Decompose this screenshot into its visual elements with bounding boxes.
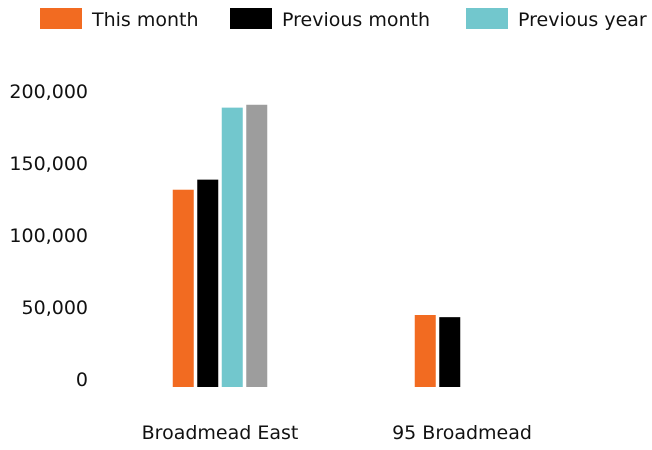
y-tick-label: 150,000 bbox=[9, 153, 88, 175]
legend-swatch bbox=[466, 8, 508, 29]
legend-label: Previous month bbox=[282, 9, 430, 31]
bar bbox=[246, 104, 268, 387]
legend-label: Previous year bbox=[518, 9, 647, 31]
y-tick-label: 50,000 bbox=[22, 297, 88, 319]
bar bbox=[439, 317, 461, 387]
legend-label: This month bbox=[91, 9, 199, 31]
y-tick-label: 100,000 bbox=[9, 225, 88, 247]
bar bbox=[172, 189, 194, 387]
bar bbox=[414, 315, 436, 387]
bar bbox=[197, 179, 219, 387]
y-tick-label: 200,000 bbox=[9, 81, 88, 103]
y-tick-label: 0 bbox=[76, 369, 88, 391]
bar bbox=[221, 107, 243, 387]
x-tick-label: 95 Broadmead bbox=[392, 422, 532, 444]
legend-swatch bbox=[230, 8, 272, 29]
legend-swatch bbox=[40, 8, 82, 29]
x-tick-label: Broadmead East bbox=[142, 422, 299, 444]
